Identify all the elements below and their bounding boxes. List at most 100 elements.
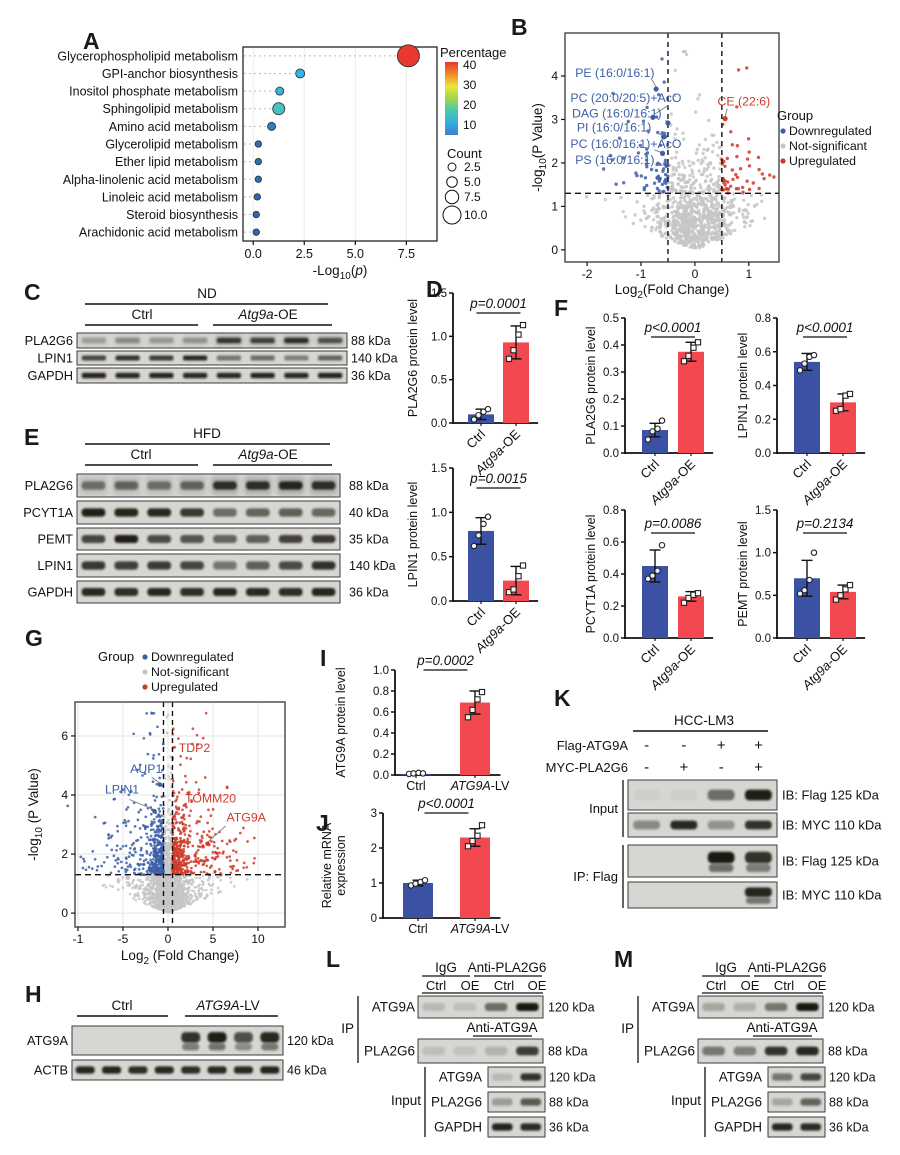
volcano-point bbox=[683, 198, 687, 203]
count-size-circle bbox=[447, 162, 457, 172]
protein-band bbox=[233, 1066, 253, 1074]
volcano-point bbox=[194, 858, 198, 861]
data-point bbox=[510, 586, 517, 593]
volcano-point bbox=[252, 836, 256, 840]
protein-band bbox=[213, 588, 237, 596]
volcano-point bbox=[691, 175, 696, 179]
molecular-weight-label: 120 kDa bbox=[828, 1001, 875, 1015]
volcano-point bbox=[679, 196, 684, 200]
volcano-point bbox=[165, 843, 168, 847]
volcano-point bbox=[150, 844, 153, 848]
volcano-point bbox=[149, 858, 152, 862]
y-tick-label: 1.5 bbox=[431, 288, 447, 300]
volcano-point bbox=[691, 216, 696, 220]
volcano-point bbox=[155, 905, 159, 909]
volcano-point bbox=[175, 859, 179, 862]
y-axis-title: -log10(P Value) bbox=[530, 103, 549, 192]
volcano-point bbox=[741, 190, 745, 194]
volcano-point bbox=[211, 882, 215, 886]
volcano-point bbox=[189, 757, 193, 761]
volcano-point bbox=[202, 862, 206, 866]
percentage-tick-label: 20 bbox=[463, 98, 477, 112]
volcano-point bbox=[184, 894, 188, 898]
protein-band bbox=[180, 535, 204, 543]
molecular-weight-label: 36 kDa bbox=[549, 1121, 589, 1135]
protein-band bbox=[114, 508, 139, 517]
construct-label: MYC-PLA2G6 bbox=[546, 760, 628, 775]
volcano-point bbox=[206, 894, 209, 898]
volcano-point bbox=[209, 840, 213, 843]
bar bbox=[460, 837, 490, 918]
volcano-point bbox=[693, 221, 697, 225]
volcano-point bbox=[175, 820, 179, 824]
volcano-point bbox=[136, 838, 140, 842]
volcano-point bbox=[696, 202, 700, 206]
labeled-point bbox=[653, 86, 659, 92]
volcano-point bbox=[172, 869, 175, 872]
volcano-point bbox=[183, 904, 186, 908]
y-tick-label: 4 bbox=[551, 69, 558, 83]
volcano-point bbox=[701, 191, 705, 196]
volcano-point bbox=[228, 855, 232, 858]
volcano-point bbox=[682, 175, 686, 179]
blot-strip bbox=[487, 1091, 546, 1113]
lane-label: OE bbox=[741, 978, 760, 993]
volcano-point bbox=[180, 893, 184, 896]
volcano-point bbox=[208, 835, 211, 839]
volcano-point bbox=[137, 864, 141, 867]
volcano-point bbox=[714, 211, 718, 216]
volcano-point bbox=[167, 764, 170, 768]
y-tick-label: 1.0 bbox=[431, 331, 447, 343]
protein-band bbox=[213, 561, 237, 570]
immunoblot-label: IB: Flag 125 kDa bbox=[782, 854, 880, 869]
pathway-dot bbox=[295, 68, 306, 79]
volcano-point bbox=[194, 864, 198, 868]
volcano-point bbox=[186, 890, 190, 894]
volcano-point bbox=[705, 230, 709, 235]
protein-band bbox=[181, 1066, 201, 1074]
volcano-point bbox=[154, 866, 158, 869]
panel-f-lpin1-bar-chart: LPIN1 protein level0.00.20.40.60.8CtrlAt… bbox=[736, 313, 866, 508]
volcano-point bbox=[199, 841, 202, 844]
volcano-point bbox=[707, 118, 711, 123]
panel-d-pla2g6-bar-chart: PLA2G6 protein level0.00.51.01.5CtrlAtg9… bbox=[406, 288, 539, 478]
volcano-point bbox=[745, 179, 749, 183]
volcano-point bbox=[650, 225, 654, 230]
panel-letter-d: D bbox=[426, 276, 443, 302]
volcano-point bbox=[177, 812, 180, 816]
volcano-point bbox=[144, 902, 148, 906]
volcano-point bbox=[198, 845, 202, 849]
percentage-tick-label: 30 bbox=[463, 78, 477, 92]
y-tick-label: 0.8 bbox=[373, 686, 389, 698]
y-tick-label: 0.1 bbox=[603, 421, 619, 433]
volcano-point bbox=[178, 860, 182, 864]
volcano-point bbox=[703, 208, 707, 212]
volcano-point bbox=[216, 846, 220, 850]
group-label: Ctrl bbox=[112, 998, 133, 1013]
volcano-point bbox=[121, 844, 125, 848]
volcano-point bbox=[124, 821, 128, 824]
volcano-point bbox=[665, 199, 669, 203]
volcano-point bbox=[677, 161, 681, 165]
data-point bbox=[796, 590, 804, 597]
volcano-point bbox=[165, 715, 169, 719]
volcano-point bbox=[748, 224, 752, 228]
volcano-point bbox=[177, 806, 181, 810]
lane-label: Ctrl bbox=[494, 978, 514, 993]
volcano-point bbox=[735, 105, 739, 109]
volcano-point bbox=[715, 185, 719, 189]
volcano-point bbox=[723, 222, 727, 226]
volcano-point bbox=[735, 154, 739, 159]
volcano-point bbox=[657, 93, 661, 97]
panel-c-nd-western-blot: ND Ctrl Atg9a-OE PLA2G6 88 kDa LPIN1 140 kDa GA… bbox=[25, 286, 398, 384]
volcano-point bbox=[729, 184, 733, 188]
p-value: p=0.2134 bbox=[796, 516, 854, 531]
blot-strip bbox=[417, 995, 544, 1019]
volcano-point bbox=[626, 119, 630, 124]
point-cloud bbox=[584, 49, 776, 250]
volcano-point bbox=[185, 854, 188, 858]
volcano-point bbox=[132, 732, 136, 736]
volcano-point bbox=[116, 861, 120, 865]
volcano-point bbox=[652, 181, 657, 185]
y-tick-label: 0.5 bbox=[431, 375, 447, 387]
